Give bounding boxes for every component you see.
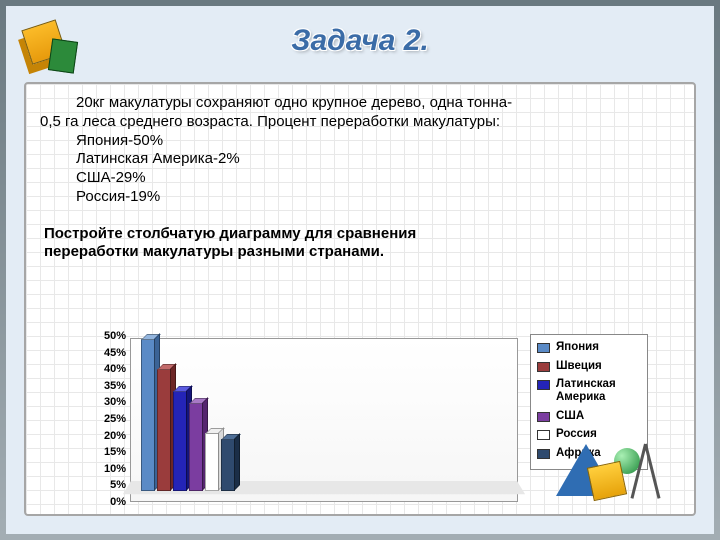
legend-swatch-icon	[537, 449, 550, 459]
legend-swatch-icon	[537, 412, 550, 422]
legend-swatch-icon	[537, 380, 550, 390]
legend-swatch-icon	[537, 430, 550, 440]
decor-bottomright-icon	[556, 410, 676, 500]
y-axis-label: 0%	[110, 496, 126, 508]
y-axis-label: 20%	[104, 430, 126, 442]
content-panel: 20кг макулатуры сохраняют одно крупное д…	[24, 82, 696, 516]
slide-title-text: Задача 2.	[291, 24, 429, 57]
chart-plot	[130, 338, 518, 502]
instruction-line: переработки макулатуры разными странами.	[44, 243, 680, 262]
y-axis-label: 30%	[104, 396, 126, 408]
legend-label: Латинская Америка	[556, 378, 641, 403]
legend-label: Швеция	[556, 360, 602, 373]
bar	[173, 391, 187, 491]
bar	[189, 403, 203, 491]
y-axis-label: 45%	[104, 347, 126, 359]
bar	[221, 439, 235, 491]
legend-item: Швеция	[537, 358, 641, 377]
instruction-line: Постройте столбчатую диаграмму для сравн…	[44, 225, 680, 244]
chart-y-axis: 50%45%40%35%30%25%20%15%10%5%0%	[80, 336, 128, 502]
legend-item: Латинская Америка	[537, 376, 641, 407]
legend-label: Япония	[556, 341, 599, 354]
problem-line: 20кг макулатуры сохраняют одно крупное д…	[76, 94, 680, 113]
legend-swatch-icon	[537, 343, 550, 353]
problem-text: 20кг макулатуры сохраняют одно крупное д…	[40, 94, 680, 207]
y-axis-label: 10%	[104, 463, 126, 475]
legend-swatch-icon	[537, 362, 550, 372]
bar	[141, 339, 155, 491]
bar	[157, 369, 171, 491]
y-axis-label: 25%	[104, 413, 126, 425]
slide-frame: Задача 2. 20кг макулатуры сохраняют одно…	[0, 0, 720, 540]
slide-title: Задача 2.	[6, 24, 714, 58]
problem-line: Россия-19%	[76, 188, 680, 207]
problem-line: Латинская Америка-2%	[76, 150, 680, 169]
y-axis-label: 5%	[110, 479, 126, 491]
problem-line: Япония-50%	[76, 132, 680, 151]
bar	[205, 433, 219, 491]
instruction-text: Постройте столбчатую диаграмму для сравн…	[40, 225, 680, 263]
y-axis-label: 40%	[104, 363, 126, 375]
bar-chart: 50%45%40%35%30%25%20%15%10%5%0%	[80, 336, 520, 516]
legend-item: Япония	[537, 339, 641, 358]
y-axis-label: 35%	[104, 380, 126, 392]
y-axis-label: 15%	[104, 446, 126, 458]
problem-line: 0,5 га леса среднего возраста. Процент п…	[40, 113, 680, 132]
y-axis-label: 50%	[104, 330, 126, 342]
problem-line: США-29%	[76, 169, 680, 188]
chart-bars	[141, 339, 505, 491]
